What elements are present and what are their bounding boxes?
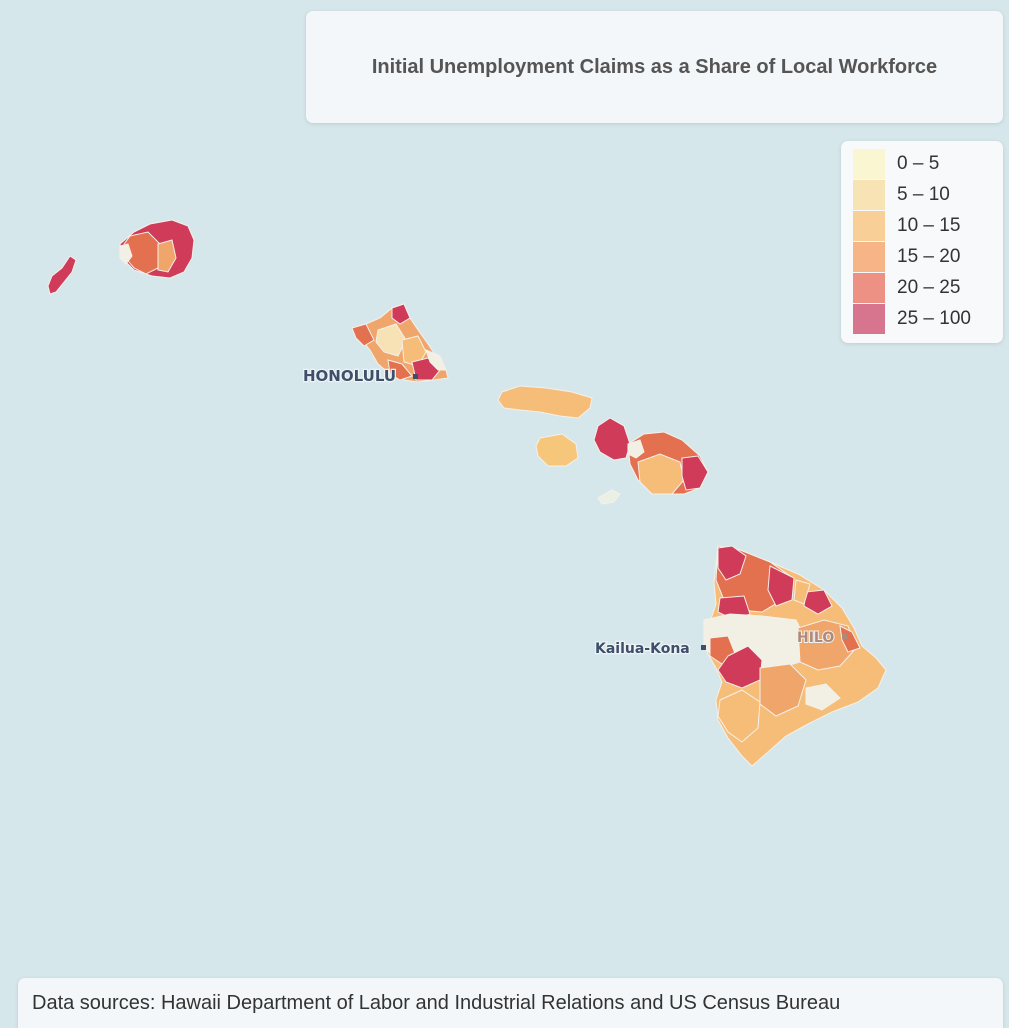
island-kahoolawe[interactable] [597, 489, 621, 505]
title-box: Initial Unemployment Claims as a Share o… [306, 11, 1003, 123]
legend-label: 10 – 15 [897, 215, 961, 236]
map-title: Initial Unemployment Claims as a Share o… [371, 55, 938, 78]
legend: 0 – 5 5 – 10 10 – 15 15 – 20 20 – 25 25 … [841, 141, 1003, 343]
legend-item: 25 – 100 [853, 304, 971, 334]
legend-label: 0 – 5 [897, 153, 940, 174]
island-niihau[interactable] [47, 255, 77, 295]
island-hawaii[interactable] [703, 545, 887, 767]
legend-item: 15 – 20 [853, 242, 960, 272]
island-kauai[interactable] [119, 219, 195, 279]
source-box: Data sources: Hawaii Department of Labor… [18, 978, 1003, 1028]
data-source-text: Data sources: Hawaii Department of Labor… [32, 992, 841, 1014]
island-molokai[interactable] [497, 385, 593, 419]
honolulu-label[interactable]: HONOLULU [302, 366, 398, 387]
legend-swatch [853, 149, 885, 179]
island-oahu[interactable] [351, 303, 449, 383]
kailua-kona-label[interactable]: Kailua-Kona [594, 640, 691, 659]
legend-item: 0 – 5 [853, 149, 939, 179]
legend-item: 10 – 15 [853, 211, 960, 241]
legend-swatch [853, 304, 885, 334]
hilo-label[interactable]: HILO [796, 629, 835, 647]
legend-swatch [853, 211, 885, 241]
legend-label: 15 – 20 [897, 246, 961, 267]
legend-label: 25 – 100 [897, 308, 971, 329]
legend-swatch [853, 242, 885, 272]
legend-label: 5 – 10 [897, 184, 950, 205]
honolulu-marker [413, 374, 418, 379]
legend-item: 5 – 10 [853, 180, 950, 210]
legend-swatch [853, 273, 885, 303]
kailua-kona-marker [701, 645, 706, 650]
hilo-marker [842, 634, 847, 639]
island-maui[interactable] [593, 417, 709, 495]
legend-label: 20 – 25 [897, 277, 961, 298]
island-lanai[interactable] [535, 433, 579, 467]
legend-item: 20 – 25 [853, 273, 960, 303]
legend-swatch [853, 180, 885, 210]
